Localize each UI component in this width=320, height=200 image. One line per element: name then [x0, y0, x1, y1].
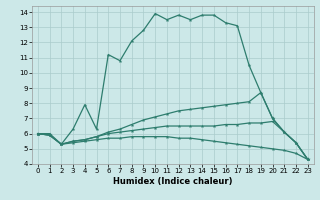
- X-axis label: Humidex (Indice chaleur): Humidex (Indice chaleur): [113, 177, 233, 186]
